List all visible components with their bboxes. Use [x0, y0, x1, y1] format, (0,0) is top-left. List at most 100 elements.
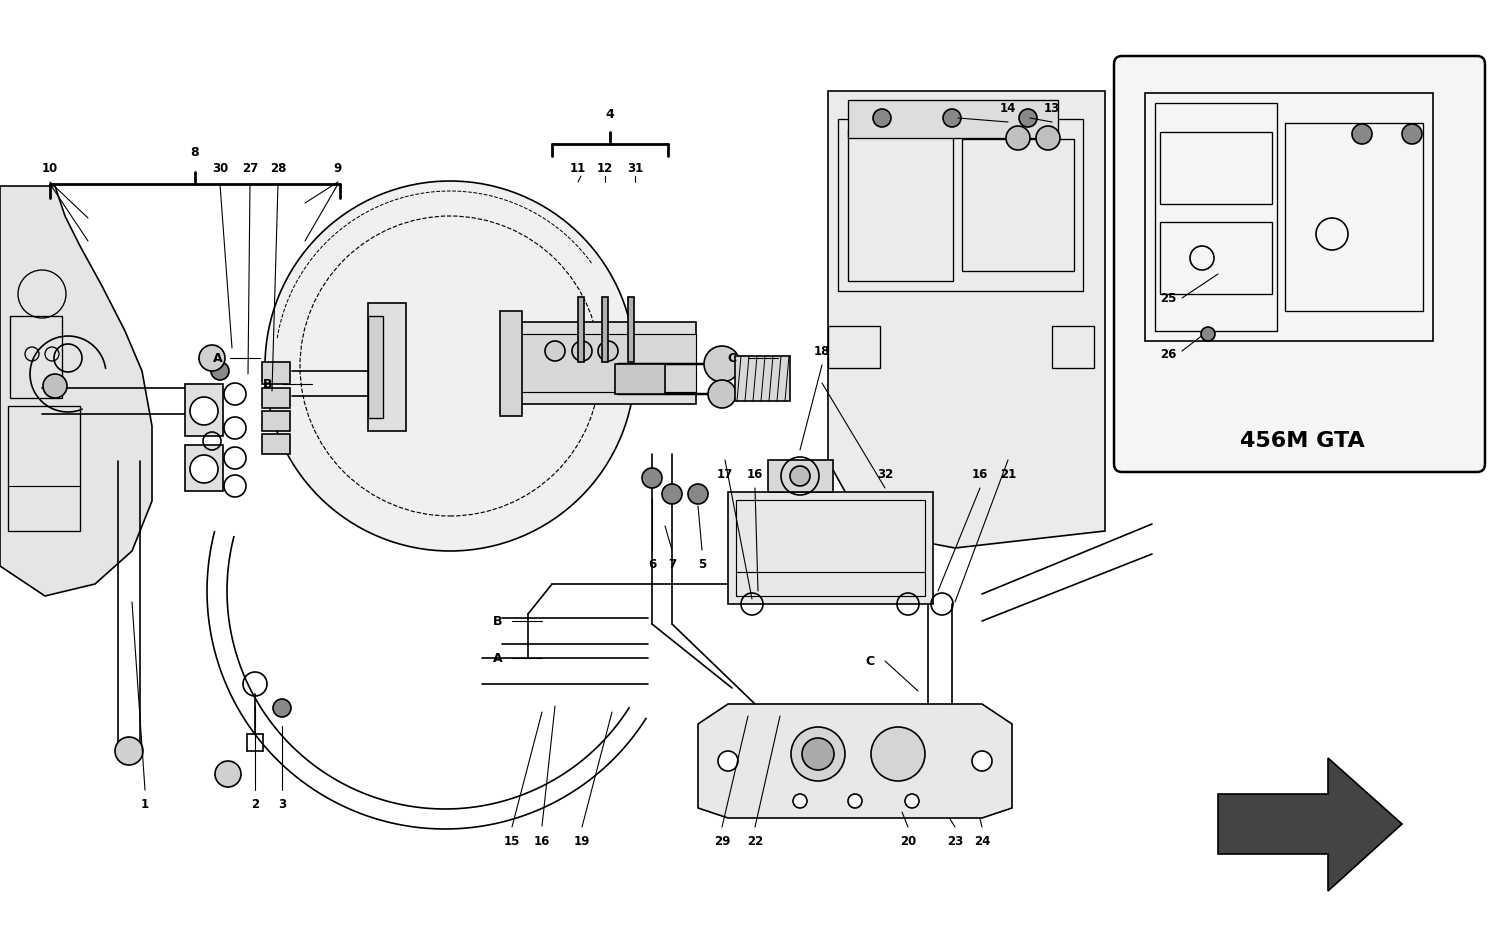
- Bar: [1155, 103, 1276, 331]
- Circle shape: [211, 362, 230, 380]
- Text: 15: 15: [504, 834, 520, 848]
- Bar: [735, 356, 790, 401]
- Text: 19: 19: [574, 834, 590, 848]
- Bar: [262, 434, 290, 454]
- Bar: [768, 460, 832, 492]
- Text: C: C: [865, 655, 874, 668]
- Circle shape: [1402, 124, 1422, 144]
- Circle shape: [718, 751, 738, 771]
- Circle shape: [190, 455, 217, 483]
- Bar: [847, 100, 1058, 138]
- Text: 13: 13: [1044, 101, 1060, 114]
- FancyBboxPatch shape: [1114, 56, 1485, 472]
- Text: A: A: [494, 652, 502, 664]
- Polygon shape: [828, 91, 1106, 548]
- Circle shape: [1202, 327, 1215, 341]
- Bar: [368, 303, 407, 431]
- Circle shape: [790, 727, 844, 781]
- Text: 3: 3: [278, 797, 286, 811]
- Circle shape: [847, 794, 862, 808]
- Circle shape: [704, 346, 740, 382]
- Circle shape: [871, 727, 925, 781]
- Bar: [184, 384, 224, 436]
- Circle shape: [598, 341, 618, 361]
- Text: 17: 17: [717, 467, 734, 481]
- Bar: [10, 316, 62, 398]
- Bar: [368, 316, 382, 418]
- Polygon shape: [1218, 758, 1402, 891]
- Bar: [847, 129, 952, 281]
- Bar: [509, 334, 696, 392]
- Circle shape: [802, 738, 834, 770]
- Text: 21: 21: [1000, 467, 1016, 481]
- Text: 5: 5: [698, 557, 706, 570]
- Text: 7: 7: [668, 557, 676, 570]
- Text: A: A: [213, 352, 223, 364]
- Circle shape: [642, 468, 662, 488]
- Bar: [1144, 93, 1432, 341]
- Circle shape: [190, 397, 217, 425]
- Circle shape: [200, 345, 225, 371]
- Text: 14: 14: [1000, 101, 1016, 114]
- Bar: [1286, 123, 1424, 311]
- Text: 26: 26: [1160, 347, 1176, 360]
- Text: 32: 32: [878, 467, 892, 481]
- Circle shape: [944, 109, 962, 127]
- Bar: [509, 322, 696, 404]
- Text: 23: 23: [946, 834, 963, 848]
- Bar: [262, 411, 290, 431]
- Text: 27: 27: [242, 162, 258, 174]
- Text: 25: 25: [1160, 291, 1176, 305]
- Text: 456M GTA: 456M GTA: [1239, 431, 1365, 451]
- Text: 28: 28: [270, 162, 286, 174]
- Circle shape: [1352, 124, 1372, 144]
- Polygon shape: [0, 186, 152, 596]
- Circle shape: [790, 466, 810, 486]
- Bar: [262, 362, 290, 384]
- Text: 16: 16: [747, 467, 764, 481]
- Bar: [1052, 326, 1094, 368]
- Circle shape: [273, 699, 291, 717]
- Bar: [262, 388, 290, 408]
- Circle shape: [544, 341, 566, 361]
- Circle shape: [708, 380, 736, 408]
- Text: 29: 29: [714, 834, 730, 848]
- Circle shape: [794, 794, 807, 808]
- Bar: [578, 297, 584, 362]
- Circle shape: [972, 751, 992, 771]
- Text: 4: 4: [606, 108, 615, 120]
- Circle shape: [1036, 126, 1060, 150]
- Text: B: B: [494, 615, 502, 627]
- Text: 16: 16: [972, 467, 988, 481]
- Text: 2: 2: [251, 797, 260, 811]
- Text: 11: 11: [570, 162, 586, 174]
- Bar: [615, 364, 664, 394]
- Bar: [828, 326, 880, 368]
- Circle shape: [873, 109, 891, 127]
- Circle shape: [662, 484, 682, 504]
- Text: 16: 16: [534, 834, 550, 848]
- Bar: [728, 492, 933, 604]
- Text: 9: 9: [334, 162, 342, 174]
- Text: 10: 10: [42, 162, 58, 174]
- Text: B: B: [264, 377, 273, 391]
- Text: 18: 18: [815, 344, 830, 358]
- Bar: [1160, 132, 1272, 204]
- Text: C: C: [728, 352, 736, 364]
- Bar: [962, 139, 1074, 271]
- Circle shape: [44, 374, 68, 398]
- Text: 6: 6: [648, 557, 656, 570]
- Bar: [8, 406, 80, 531]
- Circle shape: [688, 484, 708, 504]
- Text: 1: 1: [141, 797, 148, 811]
- Text: 8: 8: [190, 146, 200, 159]
- Text: 31: 31: [627, 162, 644, 174]
- Bar: [628, 297, 634, 362]
- Circle shape: [904, 794, 920, 808]
- Text: 30: 30: [211, 162, 228, 174]
- Circle shape: [214, 761, 242, 787]
- Bar: [1160, 222, 1272, 294]
- Bar: [839, 119, 1083, 291]
- Bar: [184, 445, 224, 491]
- Circle shape: [1007, 126, 1031, 150]
